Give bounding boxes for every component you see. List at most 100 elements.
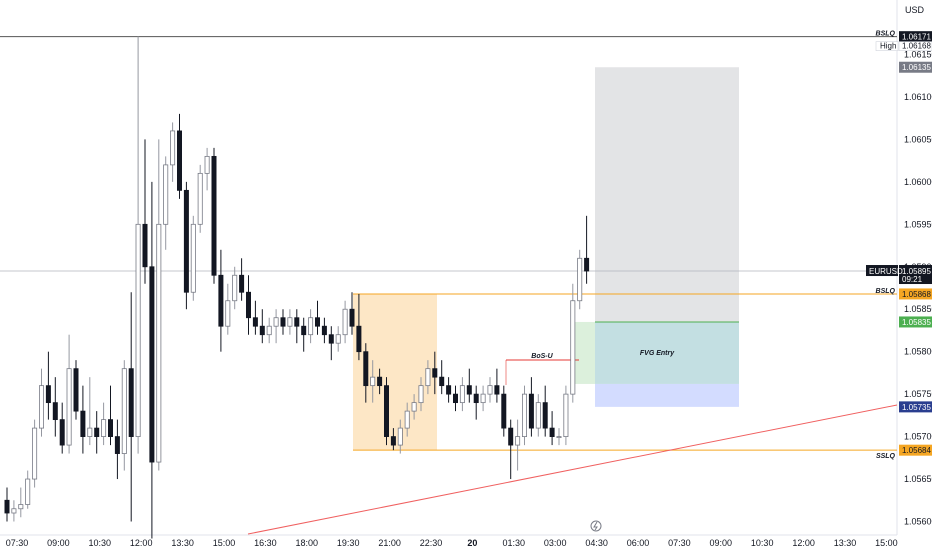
price-tag-2-bg (899, 401, 932, 413)
candle-body (473, 393, 479, 404)
candle-body (273, 317, 279, 327)
time-tick-label: 21:00 (378, 538, 401, 548)
candle-body (121, 368, 127, 454)
candle-body (370, 376, 376, 387)
candle-body (383, 385, 389, 437)
candle-body (335, 334, 341, 344)
candle-body (87, 427, 93, 437)
candle-body (397, 427, 403, 446)
time-tick-label: 15:00 (213, 538, 236, 548)
price-tick-label: 1.05750 (904, 389, 932, 399)
candle-body (501, 393, 507, 429)
time-tick-label: 10:30 (89, 538, 112, 548)
currency-label: USD (905, 5, 925, 15)
candle-body (142, 223, 148, 268)
candle-body (287, 317, 293, 327)
time-tick-label: 01:30 (503, 538, 526, 548)
price-tag-2: 1.05735 (902, 403, 931, 412)
high-tag-bg (875, 41, 899, 51)
candle-body (18, 504, 24, 510)
candle-body (39, 385, 45, 429)
flash-icon (590, 520, 602, 532)
time-tick-label: 13:30 (171, 538, 194, 548)
candle-body (149, 266, 155, 463)
candle-body (411, 402, 417, 412)
candle-body (25, 478, 31, 505)
candle-body (446, 385, 452, 395)
candle-body (377, 376, 383, 387)
candle-body (190, 223, 196, 293)
candle-body (94, 427, 100, 437)
price-tick-label: 1.05800 (904, 347, 932, 357)
candle-body (487, 385, 493, 395)
time-tick-label: 04:30 (585, 538, 608, 548)
high-price-tag: 1.06171 (902, 33, 931, 42)
candle-body (66, 368, 72, 446)
fvg-label: FVG Entry (640, 350, 675, 357)
candle-body (522, 393, 528, 437)
time-tick-label: 13:30 (834, 538, 857, 548)
high-price-tag-bg (899, 31, 932, 43)
candle-body (197, 172, 203, 225)
high-tag-price-bg (898, 41, 932, 51)
grid (0, 0, 898, 536)
candle-body (114, 436, 120, 454)
candle-body (128, 368, 134, 437)
level-lines (0, 36, 898, 535)
candle-body (108, 419, 114, 437)
price-tick-label: 1.05950 (904, 219, 932, 229)
candle-body (466, 385, 472, 395)
candle-body (225, 300, 231, 327)
candle-body (135, 223, 141, 437)
fvg-left-zone (572, 321, 595, 384)
sslq-price-tag: 1.05684 (902, 446, 931, 455)
candle-body (80, 410, 86, 437)
time-tick-label: 09:00 (47, 538, 70, 548)
candle-body (577, 257, 583, 302)
candle-body (232, 274, 238, 302)
trend-line (247, 404, 898, 535)
candle-body (73, 368, 79, 412)
candle-body (239, 274, 245, 293)
candle-body (211, 155, 217, 276)
candle-body (425, 368, 431, 387)
bslq-label: BSLQ (876, 288, 896, 295)
candle-body (404, 410, 410, 429)
sslq-price-tag-bg (899, 444, 932, 456)
price-tag-0-bg (899, 61, 932, 73)
candle-body (266, 325, 272, 336)
time-axis[interactable]: 07:30 09:00 10:30 12:00 13:30 15:00 16:30 18:00… (6, 538, 898, 548)
candle-body (432, 368, 438, 378)
high-tag-price: 1.06168 (902, 42, 931, 51)
price-tag-0: 1.06135 (902, 63, 931, 72)
target-zone (595, 67, 739, 322)
candle-body (439, 376, 445, 387)
time-tick-label: 18:00 (296, 538, 319, 548)
candle-body (32, 427, 38, 480)
candle-body (204, 155, 210, 174)
time-tick-label: 19:30 (337, 538, 360, 548)
time-tick-label: 03:00 (544, 538, 567, 548)
flash-icon-bolt (593, 521, 598, 531)
time-tick-label: 06:00 (627, 538, 650, 548)
price-tick-label: 1.06150 (904, 50, 932, 60)
candle-body (245, 291, 251, 319)
high-tag: High (880, 42, 896, 51)
price-axis[interactable]: 1.05600 1.05650 1.05700 1.05750 1.05800 1.058… (866, 31, 932, 527)
candle-body (301, 325, 307, 336)
candle-body (535, 402, 541, 429)
candle-body (452, 393, 458, 404)
candle-body (459, 385, 465, 404)
candle-body (528, 393, 534, 429)
candle-body (515, 436, 521, 446)
time-tick-label: 16:30 (254, 538, 277, 548)
candle-body (549, 427, 555, 437)
overlay: BoS-U FVG Entry BSLQ BSLQ SSLQ (531, 31, 896, 532)
price-tag-1: 1.05835 (902, 318, 931, 327)
candle-body (308, 317, 314, 336)
fvg-zone (595, 321, 739, 384)
time-tick-label: 20 (467, 538, 477, 548)
symbol-tag-bg (866, 265, 898, 277)
time-tick-label: 22:30 (420, 538, 443, 548)
